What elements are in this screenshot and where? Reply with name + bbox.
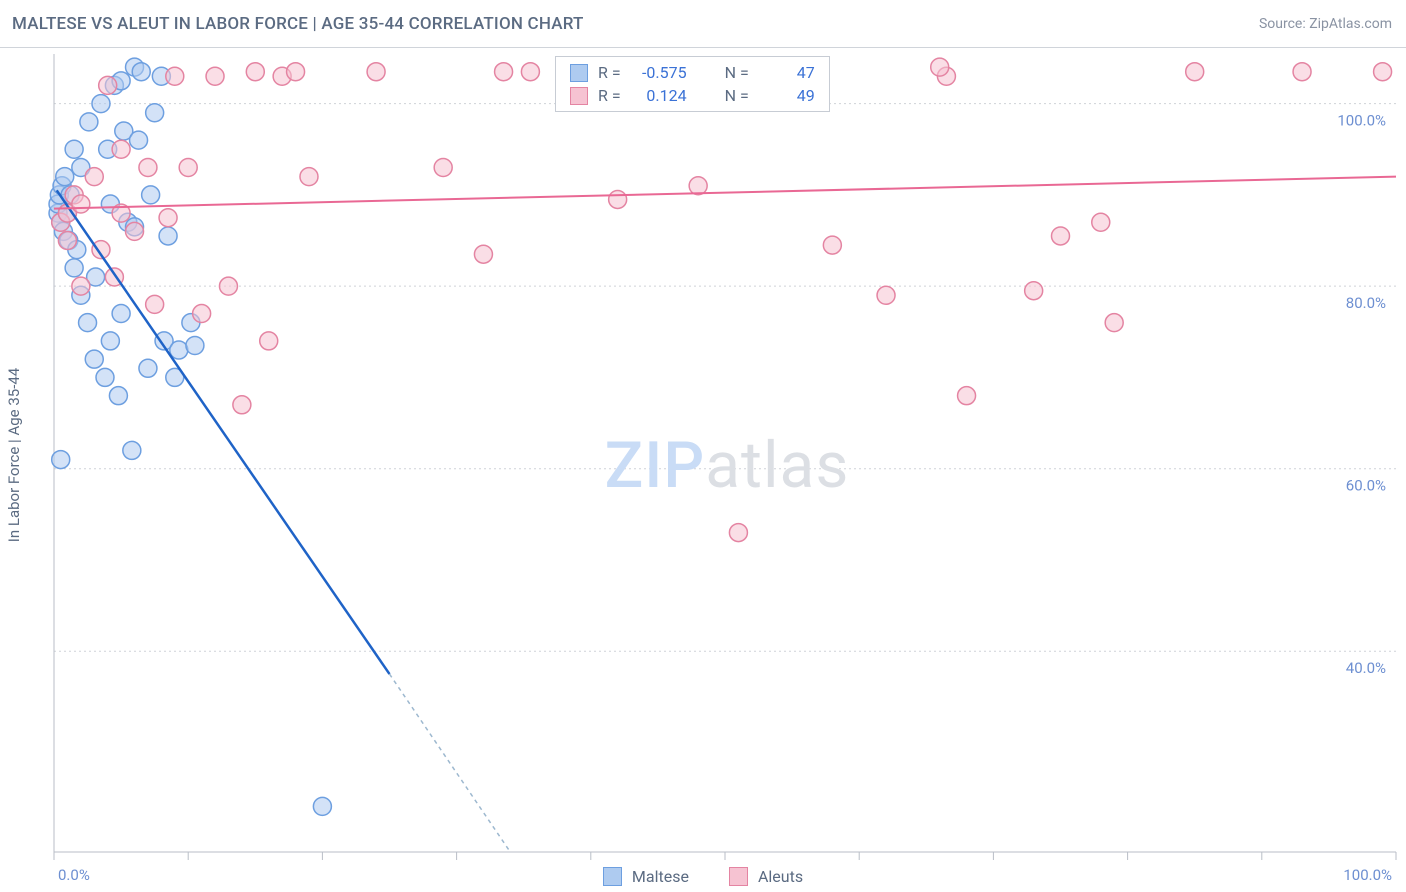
stats-legend: R = -0.575 N = 47 R = 0.124 N = 49: [555, 56, 830, 112]
stats-r-label-2: R =: [598, 86, 621, 105]
stats-swatch-aleuts: [570, 87, 588, 105]
stats-row-maltese: R = -0.575 N = 47: [556, 61, 829, 84]
chart-title: MALTESE VS ALEUT IN LABOR FORCE | AGE 35…: [12, 14, 584, 34]
svg-text:80.0%: 80.0%: [1346, 294, 1386, 312]
stats-r-maltese: -0.575: [631, 63, 687, 82]
legend-item-maltese: Maltese: [603, 867, 689, 886]
stats-n-maltese: 47: [759, 63, 815, 82]
legend-label-maltese: Maltese: [632, 867, 689, 886]
stats-swatch-maltese: [570, 64, 588, 82]
stats-r-label: R =: [598, 63, 621, 82]
chart-svg: 40.0%60.0%80.0%100.0%0.0%100.0%: [48, 48, 1406, 892]
stats-r-aleuts: 0.124: [631, 86, 687, 105]
stats-n-label: N =: [725, 63, 749, 82]
stats-n-aleuts: 49: [759, 86, 815, 105]
legend-swatch-maltese: [603, 867, 622, 886]
svg-text:40.0%: 40.0%: [1346, 659, 1386, 677]
chart-header: MALTESE VS ALEUT IN LABOR FORCE | AGE 35…: [0, 0, 1406, 48]
stats-row-aleuts: R = 0.124 N = 49: [556, 84, 829, 107]
legend-label-aleuts: Aleuts: [758, 867, 803, 886]
bottom-legend: Maltese Aleuts: [0, 867, 1406, 886]
chart-source: Source: ZipAtlas.com: [1259, 16, 1392, 32]
svg-text:100.0%: 100.0%: [1337, 112, 1386, 130]
y-axis-label: In Labor Force | Age 35-44: [5, 368, 23, 542]
plot-container: ZIPatlas 40.0%60.0%80.0%100.0%0.0%100.0%: [48, 48, 1406, 892]
stats-n-label-2: N =: [725, 86, 749, 105]
legend-swatch-aleuts: [729, 867, 748, 886]
svg-text:60.0%: 60.0%: [1346, 477, 1386, 495]
legend-item-aleuts: Aleuts: [729, 867, 803, 886]
